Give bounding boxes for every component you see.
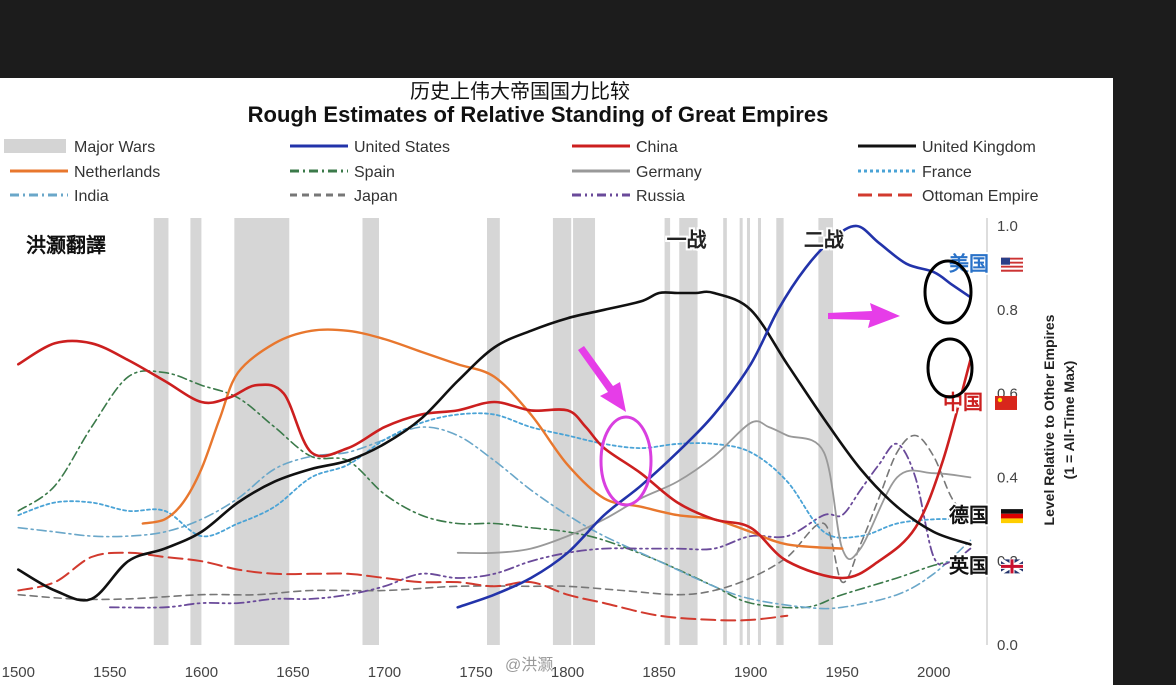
series-line-france	[17, 412, 972, 539]
series-line-ottoman-empire	[17, 551, 789, 622]
y-tick-label: 1.0	[997, 218, 1018, 235]
pointer-arrow-right	[828, 303, 900, 328]
chart-title: Rough Estimates of Relative Standing of …	[248, 102, 829, 127]
legend-label-japan: Japan	[354, 188, 398, 205]
x-tick-label: 1950	[826, 664, 859, 681]
pointer-arrow-down	[578, 346, 626, 412]
x-tick-label: 1650	[276, 664, 309, 681]
x-tick-label: 1800	[551, 664, 584, 681]
legend-label-netherlands: Netherlands	[74, 164, 160, 181]
end-label-uk: 英国	[947, 551, 1024, 579]
end-label-text-uk: 英国	[949, 553, 989, 577]
war-band-6	[573, 218, 596, 645]
x-tick-label: 1600	[185, 664, 218, 681]
legend-label-united-states: United States	[354, 139, 450, 156]
y-axis-label-sub: (1 = All-Time Max)	[1061, 361, 1077, 480]
series-line-united-states	[456, 224, 972, 609]
legend-label-ottoman-empire: Ottoman Empire	[922, 188, 1039, 205]
legend-label-india: India	[74, 188, 109, 205]
war-annotation-0: 一战	[667, 227, 707, 251]
series-lines	[17, 224, 972, 622]
series-line-germany	[456, 420, 972, 560]
legend-label-spain: Spain	[354, 164, 395, 181]
series-line-netherlands	[141, 328, 844, 550]
war-band-14	[818, 218, 834, 645]
legend: Major Wars United States China United Kingd…	[4, 139, 1039, 205]
x-tick-label: 1900	[734, 664, 767, 681]
x-tick-label: 1700	[368, 664, 401, 681]
end-label-text-de: 德国	[949, 503, 989, 527]
war-band-4	[487, 218, 500, 645]
y-tick-label: 0.0	[997, 637, 1018, 654]
us-circle	[923, 259, 973, 325]
legend-label-germany: Germany	[636, 164, 702, 181]
end-label-text-cn: 中国	[943, 390, 983, 414]
series-line-russia	[109, 442, 972, 609]
x-tick-label: 1550	[93, 664, 126, 681]
china-circle	[926, 337, 974, 399]
screen-frame-right	[1113, 78, 1176, 685]
corner-label: 洪灏翻譯	[26, 233, 106, 257]
screen-frame-top	[0, 0, 1176, 78]
end-label-cn: 中国	[941, 388, 1017, 416]
legend-label-russia: Russia	[636, 188, 685, 205]
war-band-11	[746, 218, 750, 645]
war-band-3	[362, 218, 379, 645]
war-band-8	[679, 218, 698, 645]
major-wars-bands	[153, 218, 834, 645]
series-line-india	[17, 426, 972, 610]
war-band-9	[723, 218, 727, 645]
chart-subtitle-cn: 历史上伟大帝国国力比较	[410, 79, 630, 103]
series-line-united-kingdom	[17, 290, 972, 602]
war-band-5	[552, 218, 572, 645]
axes: 0.00.20.40.60.81.01500155016001650170017…	[2, 218, 1018, 681]
y-axis-label: Level Relative to Other Empires	[1041, 314, 1057, 525]
legend-label-united-kingdom: United Kingdom	[922, 139, 1036, 156]
series-line-china	[17, 339, 972, 580]
callout-marks	[578, 259, 974, 507]
crossover-circle	[599, 415, 653, 507]
war-band-1	[190, 218, 202, 645]
legend-swatch-major-wars	[4, 139, 66, 153]
y-tick-label: 0.4	[997, 469, 1018, 486]
legend-label-china: China	[636, 139, 678, 156]
end-label-de: 德国	[947, 501, 1023, 529]
series-line-japan	[17, 434, 972, 601]
war-band-12	[757, 218, 761, 645]
war-annotation-1: 二战	[804, 227, 844, 251]
legend-label-france: France	[922, 164, 972, 181]
war-band-0	[153, 218, 169, 645]
x-tick-label: 1850	[642, 664, 675, 681]
watermark: @洪灏	[505, 656, 553, 674]
legend-label-major-wars: Major Wars	[74, 139, 155, 156]
annotations: 一战 二战	[665, 225, 846, 253]
x-tick-label: 2000	[917, 664, 950, 681]
war-band-2	[234, 218, 290, 645]
war-band-7	[664, 218, 671, 645]
y-tick-label: 0.8	[997, 302, 1018, 319]
x-tick-label: 1500	[2, 664, 35, 681]
x-tick-label: 1750	[459, 664, 492, 681]
